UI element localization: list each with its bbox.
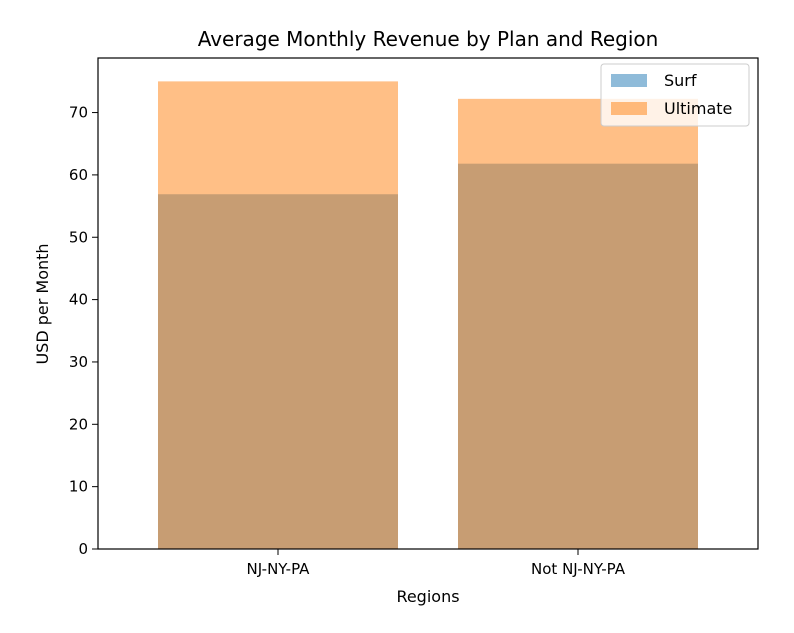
x-axis-label: Regions [396, 587, 459, 606]
bars-layer [158, 81, 698, 550]
x-axis: NJ-NY-PA Not NJ-NY-PA [247, 549, 626, 578]
plot-frame [97, 57, 759, 550]
bar-ultimate-1 [458, 98, 698, 549]
y-tick-label: 10 [69, 478, 88, 496]
y-tick-label: 20 [69, 415, 88, 433]
y-axis-label: USD per Month [33, 243, 52, 364]
y-axis: 0 10 20 30 40 50 60 70 [69, 104, 98, 558]
legend-label-surf: Surf [664, 71, 697, 90]
x-tick-label: NJ-NY-PA [247, 560, 311, 578]
legend-swatch-ultimate [611, 102, 647, 115]
chart-title: Average Monthly Revenue by Plan and Regi… [198, 27, 659, 51]
legend: Surf Ultimate [600, 63, 750, 127]
legend-swatch-surf [611, 74, 647, 87]
x-tick-label: Not NJ-NY-PA [531, 560, 626, 578]
y-tick-label: 70 [69, 104, 88, 122]
y-tick-label: 30 [69, 353, 88, 371]
y-tick-label: 40 [69, 291, 88, 309]
y-tick-label: 0 [78, 540, 88, 558]
y-tick-label: 50 [69, 228, 88, 246]
y-tick-label: 60 [69, 166, 88, 184]
bar-ultimate-0 [158, 81, 398, 549]
legend-label-ultimate: Ultimate [664, 99, 732, 118]
